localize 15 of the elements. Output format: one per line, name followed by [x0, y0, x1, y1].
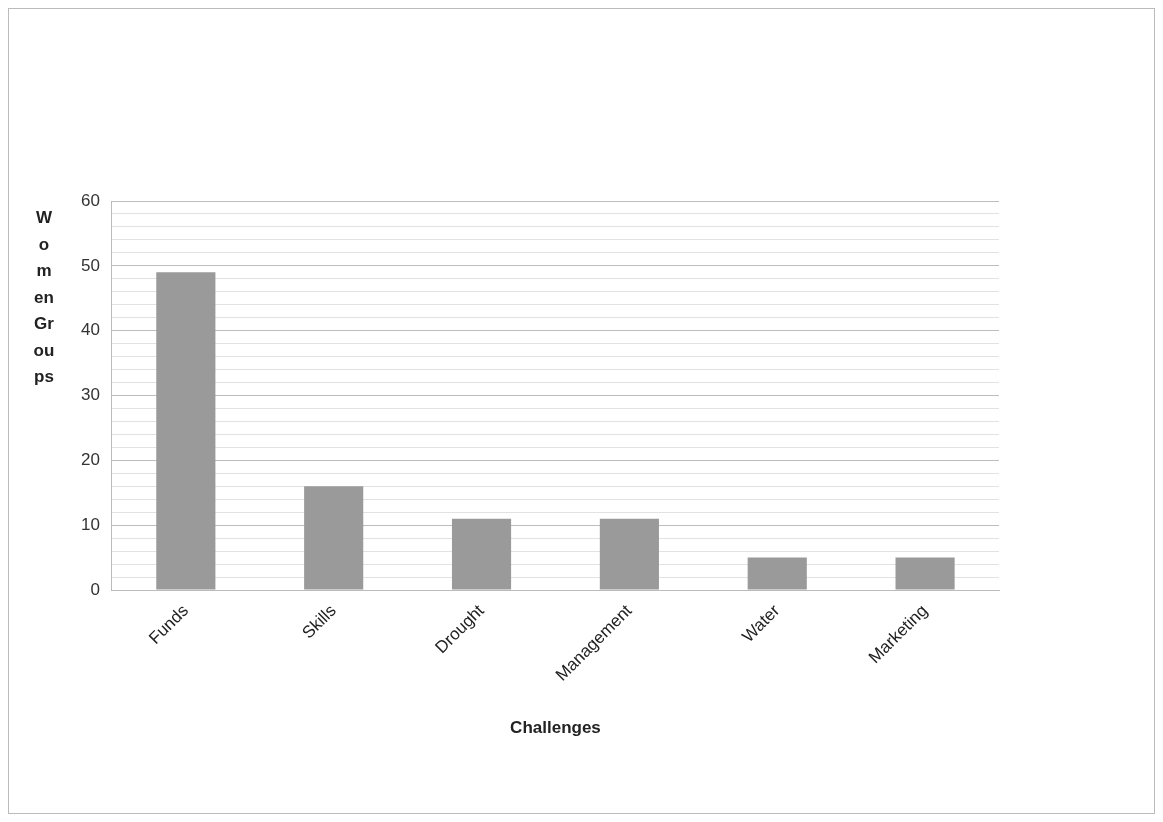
y-tick-label: 50: [80, 255, 100, 275]
bar: [451, 518, 512, 590]
bar: [747, 557, 807, 590]
y-axis-title: WomenGroups: [33, 207, 55, 388]
bar: [304, 486, 364, 590]
x-axis-title: Challenges: [510, 718, 601, 738]
y-tick-label: 0: [90, 579, 100, 599]
y-tick-label: 10: [80, 514, 100, 534]
y-tick-label: 40: [80, 320, 100, 340]
bar: [599, 518, 659, 590]
y-tick-label: 30: [80, 385, 100, 405]
y-tick-label: 60: [80, 190, 100, 210]
bar: [895, 557, 955, 590]
y-tick-label: 20: [80, 450, 100, 470]
bar: [156, 272, 216, 590]
